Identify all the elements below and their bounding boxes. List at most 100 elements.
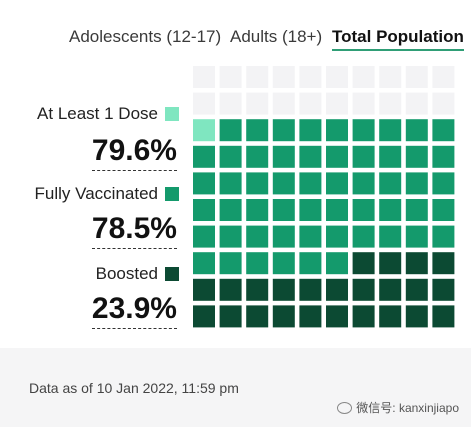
waffle-cell-fully-vaccinated bbox=[272, 225, 295, 248]
waffle-cell-empty bbox=[193, 66, 215, 88]
waffle-cell-empty bbox=[405, 66, 428, 88]
waffle-cell-boosted bbox=[326, 278, 348, 301]
waffle-cell-fully-vaccinated bbox=[299, 199, 322, 221]
waffle-cell-empty bbox=[379, 66, 402, 88]
legend-label-boosted: Boosted bbox=[95, 264, 158, 283]
waffle-cell-boosted bbox=[352, 252, 375, 275]
tab-adolescents[interactable]: Adolescents (12-17) bbox=[69, 27, 222, 46]
waffle-cell-boosted bbox=[299, 278, 322, 301]
waffle-cell-empty bbox=[379, 92, 402, 115]
waffle-cell-fully-vaccinated bbox=[246, 225, 269, 248]
waffle-cell-fully-vaccinated bbox=[246, 119, 269, 142]
watermark-text: 微信号: kanxinjiapo bbox=[356, 401, 459, 415]
footer-band bbox=[0, 348, 471, 427]
waffle-cell-fully-vaccinated bbox=[352, 145, 375, 168]
waffle-cell-empty bbox=[246, 66, 269, 88]
waffle-cell-fully-vaccinated bbox=[299, 145, 322, 168]
waffle-cell-fully-vaccinated bbox=[299, 252, 322, 275]
waffle-cell-boosted bbox=[405, 252, 428, 275]
value-at-least-1-dose: 79.6% bbox=[91, 134, 177, 171]
waffle-cell-empty bbox=[219, 66, 242, 88]
legend-fully-vaccinated: Fully Vaccinated bbox=[35, 184, 179, 204]
waffle-cell-fully-vaccinated bbox=[326, 119, 348, 142]
waffle-cell-fully-vaccinated bbox=[193, 225, 215, 248]
swatch-boosted bbox=[165, 267, 179, 281]
waffle-cell-empty bbox=[432, 92, 455, 115]
waffle-cell-fully-vaccinated bbox=[219, 145, 242, 168]
waffle-cell-fully-vaccinated bbox=[272, 199, 295, 221]
waffle-cell-boosted bbox=[432, 252, 455, 275]
waffle-cell-fully-vaccinated bbox=[193, 252, 215, 275]
tab-adults[interactable]: Adults (18+) bbox=[230, 27, 323, 46]
waffle-cell-fully-vaccinated bbox=[193, 145, 215, 168]
waffle-cell-empty bbox=[299, 92, 322, 115]
waffle-cell-boosted bbox=[193, 278, 215, 301]
watermark: 微信号: kanxinjiapo bbox=[337, 399, 459, 416]
waffle-cell-boosted bbox=[193, 305, 215, 328]
waffle-cell-fully-vaccinated bbox=[272, 145, 295, 168]
waffle-cell-empty bbox=[326, 92, 348, 115]
waffle-cell-fully-vaccinated bbox=[405, 199, 428, 221]
waffle-cell-fully-vaccinated bbox=[299, 172, 322, 195]
legend-label-at-least-1-dose: At Least 1 Dose bbox=[37, 104, 158, 123]
waffle-cell-empty bbox=[299, 66, 322, 88]
waffle-cell-fully-vaccinated bbox=[326, 225, 348, 248]
waffle-cell-fully-vaccinated bbox=[272, 119, 295, 142]
waffle-cell-fully-vaccinated bbox=[405, 172, 428, 195]
waffle-cell-fully-vaccinated bbox=[246, 252, 269, 275]
wechat-icon bbox=[337, 401, 353, 414]
waffle-cell-boosted bbox=[379, 305, 402, 328]
waffle-cell-fully-vaccinated bbox=[299, 225, 322, 248]
waffle-cell-boosted bbox=[246, 278, 269, 301]
waffle-cell-boosted bbox=[352, 278, 375, 301]
waffle-cell-fully-vaccinated bbox=[299, 119, 322, 142]
waffle-cell-at-least-1-dose bbox=[193, 119, 215, 142]
value-boosted: 23.9% bbox=[91, 292, 177, 329]
waffle-cell-fully-vaccinated bbox=[246, 172, 269, 195]
waffle-cell-fully-vaccinated bbox=[432, 119, 455, 142]
waffle-cell-fully-vaccinated bbox=[379, 225, 402, 248]
waffle-cell-boosted bbox=[432, 305, 455, 328]
waffle-cell-empty bbox=[272, 92, 295, 115]
waffle-cell-boosted bbox=[219, 305, 242, 328]
waffle-cell-fully-vaccinated bbox=[432, 172, 455, 195]
waffle-cell-fully-vaccinated bbox=[326, 199, 348, 221]
waffle-cell-fully-vaccinated bbox=[272, 252, 295, 275]
waffle-cell-boosted bbox=[379, 252, 402, 275]
legend-at-least-1-dose: At Least 1 Dose bbox=[37, 104, 179, 124]
waffle-cell-empty bbox=[326, 66, 348, 88]
waffle-cell-empty bbox=[352, 66, 375, 88]
waffle-cell-fully-vaccinated bbox=[379, 172, 402, 195]
waffle-cell-fully-vaccinated bbox=[326, 172, 348, 195]
legend-label-fully-vaccinated: Fully Vaccinated bbox=[34, 184, 158, 203]
waffle-cell-fully-vaccinated bbox=[219, 119, 242, 142]
waffle-cell-boosted bbox=[299, 305, 322, 328]
waffle-cell-fully-vaccinated bbox=[352, 172, 375, 195]
waffle-cell-fully-vaccinated bbox=[379, 145, 402, 168]
waffle-cell-boosted bbox=[432, 278, 455, 301]
waffle-cell-fully-vaccinated bbox=[432, 225, 455, 248]
waffle-cell-boosted bbox=[246, 305, 269, 328]
waffle-cell-empty bbox=[219, 92, 242, 115]
waffle-cell-empty bbox=[405, 92, 428, 115]
waffle-cell-boosted bbox=[272, 305, 295, 328]
waffle-cell-fully-vaccinated bbox=[219, 252, 242, 275]
waffle-cell-fully-vaccinated bbox=[405, 225, 428, 248]
waffle-cell-fully-vaccinated bbox=[352, 199, 375, 221]
data-timestamp: Data as of 10 Jan 2022, 11:59 pm bbox=[29, 380, 239, 396]
value-fully-vaccinated: 78.5% bbox=[91, 212, 177, 249]
legend-boosted: Boosted bbox=[96, 264, 179, 284]
waffle-cell-fully-vaccinated bbox=[405, 119, 428, 142]
waffle-cell-boosted bbox=[219, 278, 242, 301]
waffle-cell-fully-vaccinated bbox=[326, 145, 348, 168]
waffle-cell-boosted bbox=[352, 305, 375, 328]
waffle-cell-fully-vaccinated bbox=[432, 145, 455, 168]
waffle-cell-fully-vaccinated bbox=[432, 199, 455, 221]
population-tabs: Adolescents (12-17) Adults (18+) Total P… bbox=[69, 27, 464, 51]
waffle-cell-empty bbox=[352, 92, 375, 115]
waffle-cell-fully-vaccinated bbox=[326, 252, 348, 275]
tab-total-population[interactable]: Total Population bbox=[332, 27, 464, 51]
waffle-cell-fully-vaccinated bbox=[379, 199, 402, 221]
waffle-cell-boosted bbox=[379, 278, 402, 301]
waffle-cell-boosted bbox=[405, 278, 428, 301]
